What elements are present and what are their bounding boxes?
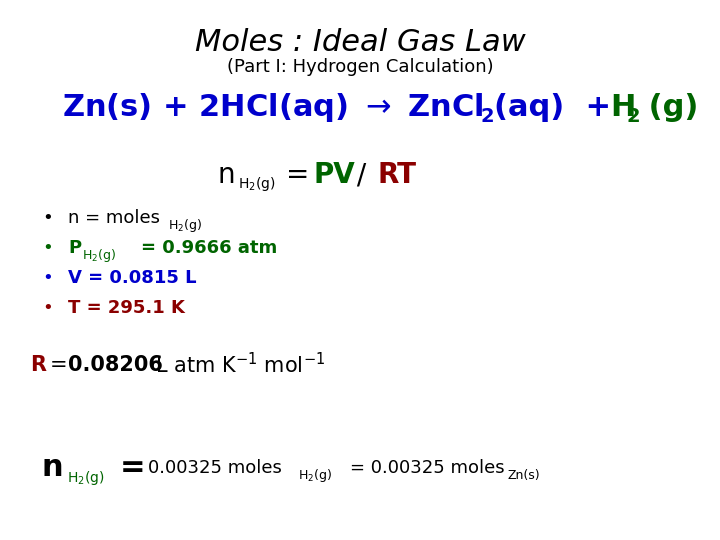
Text: Zn(s): Zn(s) [507, 469, 539, 483]
Text: L atm K$^{-1}$ mol$^{-1}$: L atm K$^{-1}$ mol$^{-1}$ [155, 353, 325, 377]
Text: •: • [42, 239, 53, 257]
Text: •: • [42, 209, 53, 227]
Text: RT: RT [378, 161, 417, 189]
Text: 0.00325 moles: 0.00325 moles [148, 459, 282, 477]
Text: H$_2$(g): H$_2$(g) [238, 175, 276, 193]
Text: n: n [42, 454, 63, 483]
Text: H$_2$(g): H$_2$(g) [168, 217, 202, 233]
Text: Zn(s) + 2HCl(aq) $\rightarrow$ ZnCl: Zn(s) + 2HCl(aq) $\rightarrow$ ZnCl [62, 91, 483, 125]
Text: P: P [68, 239, 81, 257]
Text: T = 295.1 K: T = 295.1 K [68, 299, 185, 317]
Text: H$_2$(g): H$_2$(g) [82, 246, 116, 264]
Text: =: = [50, 355, 68, 375]
Text: (Part I: Hydrogen Calculation): (Part I: Hydrogen Calculation) [227, 58, 493, 76]
Text: = 0.00325 moles: = 0.00325 moles [350, 459, 505, 477]
Text: •: • [42, 269, 53, 287]
Text: =: = [120, 454, 145, 483]
Text: Moles : Ideal Gas Law: Moles : Ideal Gas Law [194, 28, 526, 57]
Text: n: n [218, 161, 235, 189]
Text: PV: PV [314, 161, 356, 189]
Text: =: = [286, 161, 310, 189]
Text: = 0.9666 atm: = 0.9666 atm [141, 239, 277, 257]
Text: V = 0.0815 L: V = 0.0815 L [68, 269, 197, 287]
Text: •: • [42, 299, 53, 317]
Text: 2: 2 [480, 106, 494, 125]
Text: H$_2$(g): H$_2$(g) [298, 468, 332, 484]
Text: H: H [610, 93, 635, 123]
Text: 0.08206: 0.08206 [68, 355, 163, 375]
Text: (g): (g) [638, 93, 698, 123]
Text: R: R [30, 355, 46, 375]
Text: n = moles: n = moles [68, 209, 166, 227]
Text: H$_2$(g): H$_2$(g) [67, 469, 104, 487]
Text: /: / [348, 161, 375, 189]
Text: 2: 2 [626, 106, 639, 125]
Text: (aq)  +: (aq) + [494, 93, 622, 123]
